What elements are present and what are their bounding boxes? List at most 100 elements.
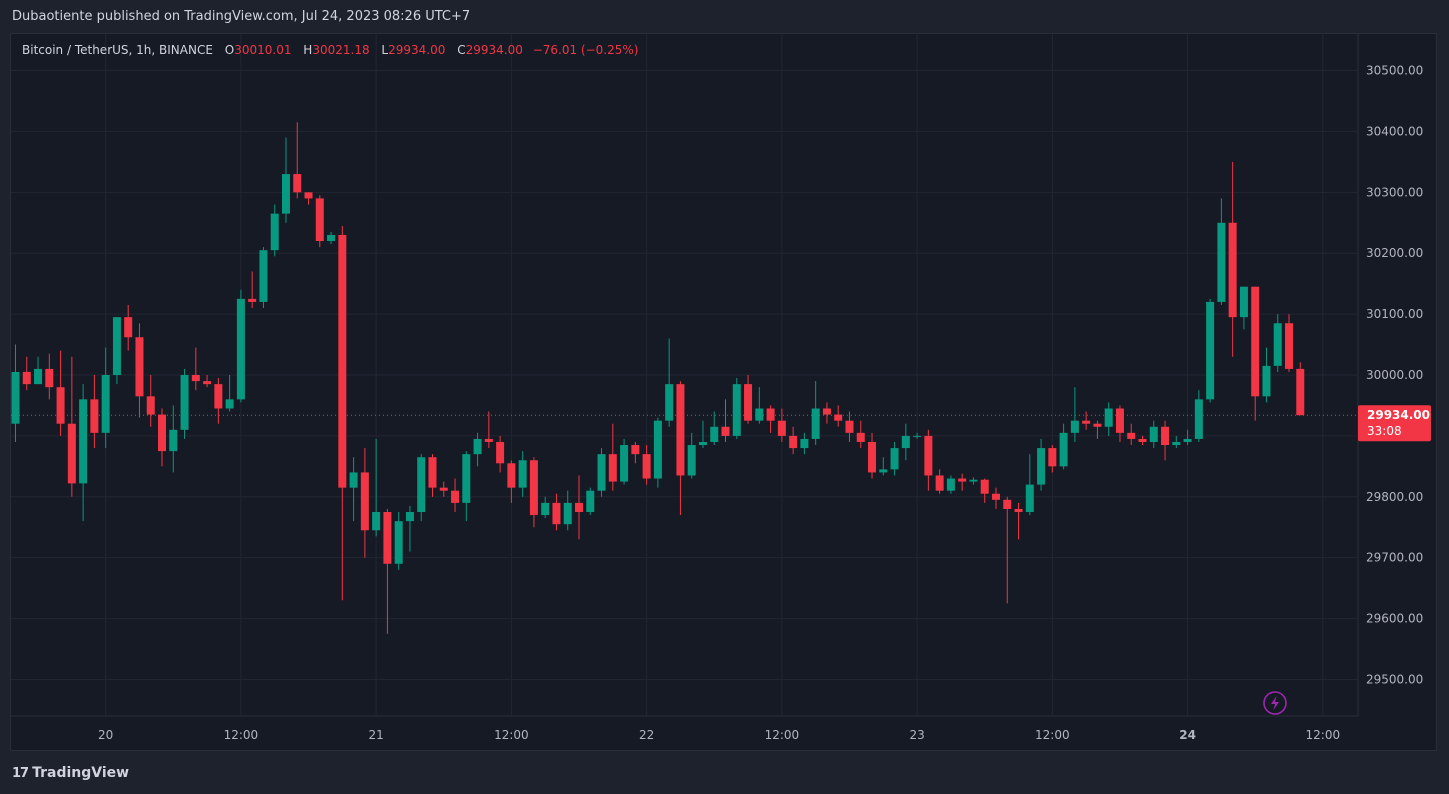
candle (789, 426, 798, 455)
candle-body (428, 457, 437, 488)
candle-body (1070, 420, 1079, 433)
time-tick-label: 12:00 (1035, 728, 1070, 742)
candle-body (394, 521, 403, 564)
candle-body (1138, 438, 1147, 442)
candle (924, 429, 933, 491)
candle (236, 289, 245, 403)
candle (90, 375, 99, 449)
symbol-name[interactable]: Bitcoin / TetherUS, 1h, BINANCE (22, 43, 213, 57)
candle (124, 304, 133, 351)
candle-body (90, 399, 99, 433)
candle (913, 432, 922, 439)
candle (991, 487, 1000, 509)
candle (710, 411, 719, 446)
price-tick-label: 29800.00 (1366, 490, 1423, 504)
candle-body (586, 490, 595, 513)
lightning-icon[interactable] (1263, 691, 1287, 715)
candle (146, 375, 155, 427)
candle (1070, 387, 1079, 442)
candle-body (1217, 222, 1226, 302)
candle-body (642, 454, 651, 479)
candle-body (721, 426, 730, 436)
candle-body (451, 490, 460, 503)
candle (67, 356, 76, 497)
candle (721, 399, 730, 442)
candle (281, 137, 290, 223)
candle-body (191, 375, 200, 382)
candle-body (236, 298, 245, 400)
time-tick-label: 12:00 (765, 728, 800, 742)
candle (575, 475, 583, 540)
candle-body (913, 435, 922, 437)
candle (958, 473, 967, 491)
price-axis[interactable]: 30500.00 30400.00 30300.00 30200.00 30100.00… (1366, 64, 1423, 687)
high-label: H (303, 43, 313, 57)
candle (45, 353, 54, 400)
candle (158, 408, 167, 467)
candle (349, 457, 358, 522)
close-value: 29934.00 (465, 43, 523, 57)
chart-legend: Bitcoin / TetherUS, 1h, BINANCE O30010.0… (22, 43, 638, 57)
candle-body (608, 454, 617, 482)
candle (980, 478, 989, 503)
tradingview-logo[interactable]: 17 TradingView (12, 765, 129, 781)
candle-body (552, 502, 561, 525)
candle-body (653, 420, 662, 479)
candle (462, 451, 471, 522)
time-axis[interactable]: 20 12:00 21 12:00 22 12:00 23 12:00 24 12:00 (98, 728, 1340, 742)
candle (259, 247, 268, 309)
candle-body (710, 426, 719, 442)
close-label: C (457, 43, 466, 57)
candle-body (1206, 301, 1215, 400)
candle (653, 417, 662, 488)
candle-body (169, 429, 178, 452)
candle (1161, 420, 1170, 461)
candle (1149, 420, 1158, 449)
candle-body (879, 469, 888, 473)
candle (394, 512, 403, 570)
candle-body (372, 512, 381, 531)
candle-body (1262, 365, 1271, 397)
candle-body (1251, 286, 1260, 397)
price-tick-label: 29500.00 (1366, 672, 1423, 686)
candle (687, 432, 696, 479)
candle-body (924, 435, 933, 476)
candle (338, 225, 347, 601)
candle (1217, 198, 1226, 305)
price-tick-label: 30000.00 (1366, 368, 1423, 382)
candle-body (135, 337, 144, 397)
candle (383, 508, 392, 634)
candle (214, 378, 223, 424)
low-label: L (381, 43, 389, 57)
candle (1285, 314, 1294, 372)
candle-body (507, 463, 516, 488)
candle-body (34, 368, 43, 385)
last-price-tag: 29934.00 33:08 (1358, 405, 1431, 442)
candle-body (563, 502, 572, 525)
candle (112, 317, 121, 385)
candle (169, 405, 178, 473)
candle-body (856, 432, 865, 442)
price-tick-label: 30500.00 (1366, 64, 1423, 78)
candle (642, 445, 651, 485)
candle (665, 338, 674, 427)
candle (1172, 435, 1181, 449)
candle-body (1127, 432, 1136, 439)
candle (1127, 423, 1136, 446)
candle-body (676, 384, 685, 476)
candle-body (259, 250, 268, 302)
candle (1138, 435, 1147, 446)
candle (270, 204, 279, 257)
candle (101, 347, 110, 449)
candle (1273, 314, 1282, 372)
candle-body (1037, 448, 1046, 485)
candle-body (67, 423, 76, 484)
candle-body (980, 479, 989, 494)
candle (1228, 161, 1237, 357)
candle (225, 375, 234, 412)
candle (1251, 286, 1260, 421)
candle-body (304, 192, 313, 199)
time-tick-label: 23 (909, 728, 924, 742)
candle-body (1228, 222, 1237, 318)
